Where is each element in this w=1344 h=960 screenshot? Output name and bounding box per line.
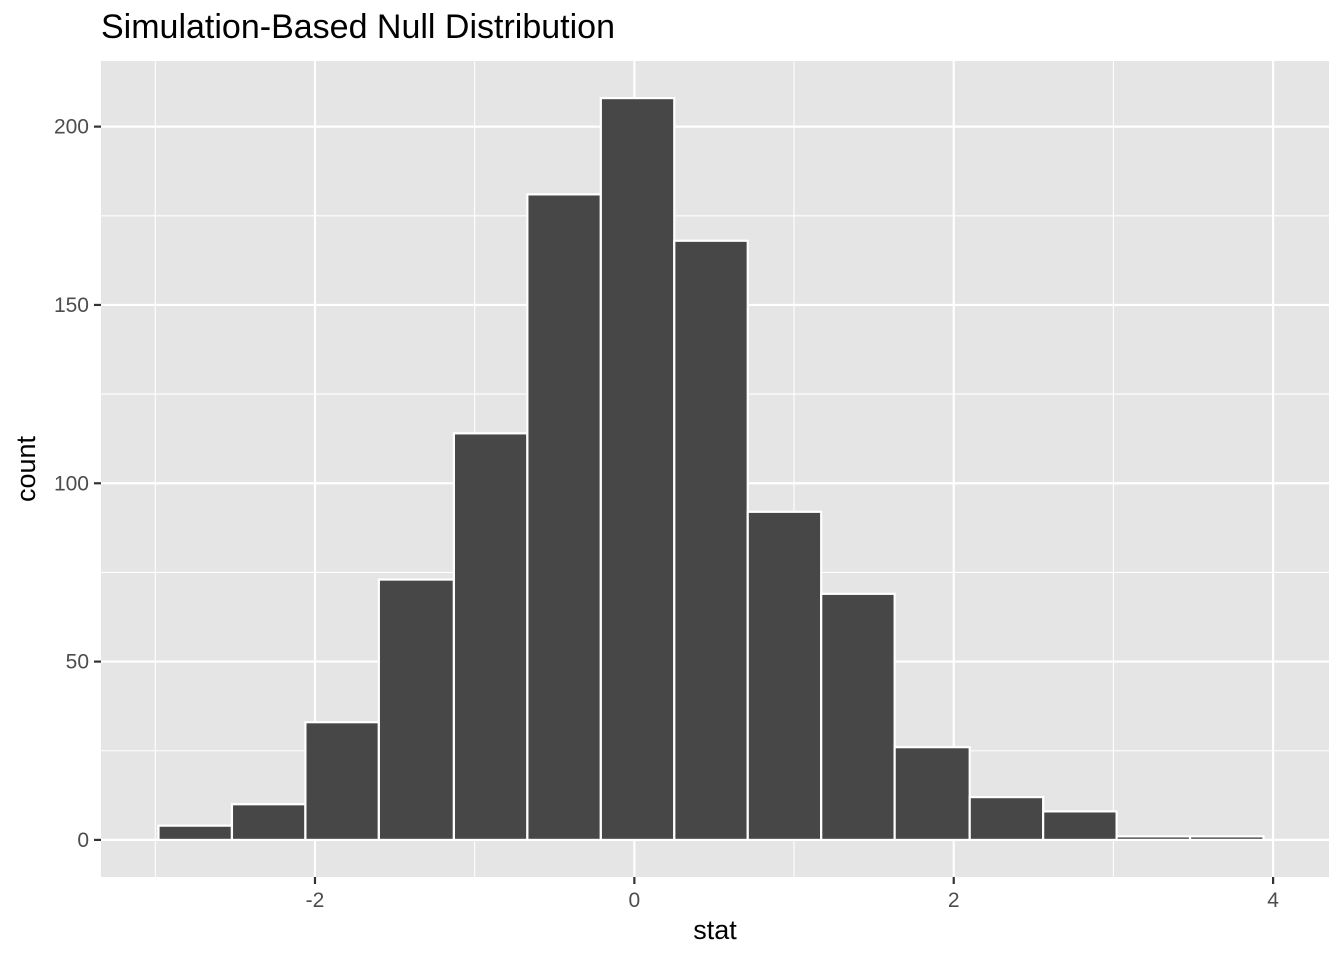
histogram-bar [1188, 835, 1265, 842]
x-axis: -2 0 2 4 [306, 877, 1279, 912]
chart-title: Simulation-Based Null Distribution [101, 8, 615, 46]
x-tick-label: -2 [306, 889, 325, 912]
histogram-bar [304, 721, 380, 842]
histogram-bar [968, 796, 1045, 842]
histogram-bar [157, 824, 234, 842]
histogram-bar [599, 96, 676, 842]
y-axis-title: count [11, 435, 41, 502]
y-tick-label: 100 [54, 472, 89, 495]
x-axis-title: stat [693, 915, 737, 945]
histogram-bar [1042, 810, 1118, 842]
histogram-bar [230, 803, 307, 842]
y-tick-label: 0 [77, 829, 89, 852]
histogram-bar [526, 193, 602, 842]
y-tick-label: 50 [66, 651, 89, 674]
histogram-bar [893, 746, 971, 842]
histogram-bar [377, 578, 456, 842]
histogram-bar [452, 432, 529, 842]
histogram-bars [157, 96, 1265, 842]
histogram-bar [746, 510, 823, 842]
x-tick-label: 4 [1267, 889, 1279, 912]
x-tick-label: 0 [629, 889, 641, 912]
histogram-bar [1115, 835, 1192, 842]
histogram-bar [820, 592, 896, 842]
y-axis: 0 50 100 150 200 [54, 116, 101, 852]
x-tick-label: 2 [948, 889, 960, 912]
y-tick-label: 200 [54, 116, 89, 139]
histogram-bar [673, 239, 749, 842]
y-tick-label: 150 [54, 294, 89, 317]
